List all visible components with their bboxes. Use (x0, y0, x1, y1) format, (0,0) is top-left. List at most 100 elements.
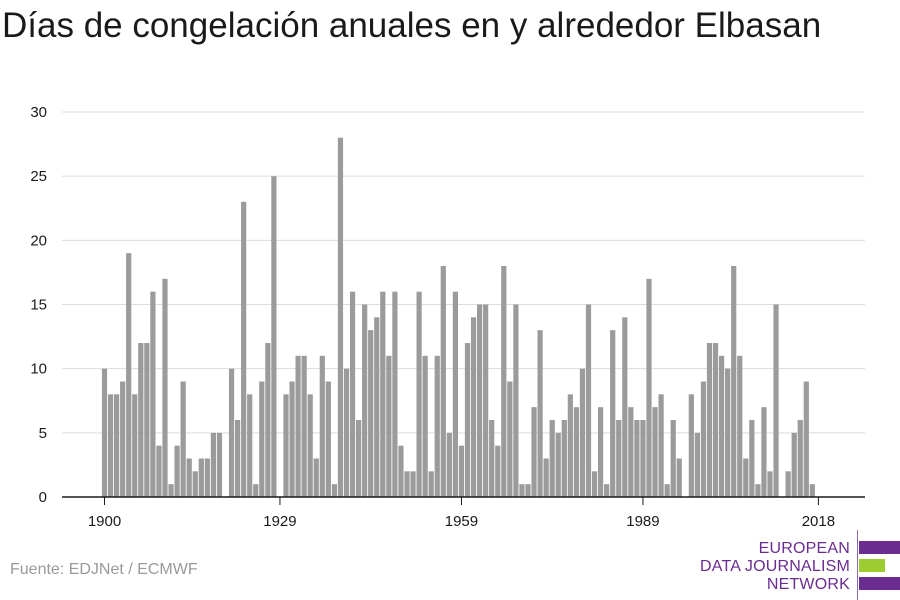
bar-2005 (737, 355, 743, 497)
bar-1944 (368, 330, 374, 497)
bar-1990 (646, 278, 652, 497)
bar-1953 (422, 355, 428, 497)
bar-1942 (356, 420, 362, 497)
bar-1936 (319, 355, 325, 497)
bar-1943 (362, 304, 368, 497)
bar-1908 (150, 291, 156, 497)
bars (101, 137, 815, 498)
bar-1910 (162, 278, 168, 497)
bar-1982 (598, 407, 604, 497)
x-tick-label-2018: 2018 (802, 513, 835, 530)
bar-2013 (785, 471, 791, 497)
bar-1946 (380, 291, 386, 497)
bar-1998 (694, 432, 700, 497)
bar-1969 (519, 484, 525, 497)
bar-1901 (107, 394, 114, 497)
bar-1988 (634, 420, 640, 497)
bar-1958 (452, 291, 458, 497)
bar-1986 (622, 317, 628, 497)
edjnet-logo[interactable]: EUROPEAN DATA JOURNALISM NETWORK (700, 530, 900, 600)
x-tick-label-1929: 1929 (263, 513, 296, 530)
bar-1939 (337, 137, 344, 498)
bar-1993 (664, 484, 670, 497)
bar-1912 (174, 445, 180, 497)
bar-1919 (216, 432, 223, 497)
bar-1923 (241, 201, 247, 497)
bar-1979 (579, 368, 586, 497)
bar-1949 (398, 445, 404, 497)
source-note: Fuente: EDJNet / ECMWF (10, 561, 198, 578)
bar-1968 (513, 304, 519, 497)
bar-1935 (313, 458, 319, 497)
bar-1964 (489, 420, 495, 497)
logo-divider (857, 530, 858, 600)
bar-1906 (138, 343, 144, 497)
x-tick-label-1959: 1959 (445, 513, 478, 530)
bar-1994 (670, 420, 676, 497)
bar-2011 (773, 304, 779, 497)
bar-1977 (567, 394, 573, 497)
bar-1932 (295, 355, 301, 497)
bar-1985 (616, 420, 622, 497)
bar-1934 (307, 394, 313, 497)
gridlines (62, 111, 865, 434)
bar-1972 (537, 330, 543, 497)
y-tick-label-5: 5 (39, 425, 47, 442)
bar-2003 (725, 368, 731, 497)
bar-1980 (585, 304, 592, 497)
y-tick-label-30: 30 (30, 104, 47, 121)
bar-2014 (791, 432, 797, 497)
bar-2010 (767, 471, 773, 497)
bar-1950 (404, 471, 410, 497)
logo-green-bar (859, 559, 885, 572)
bar-1913 (180, 381, 186, 497)
chart-title: Días de congelación anuales en y alreded… (2, 6, 822, 45)
bar-1951 (410, 471, 416, 497)
bar-1991 (652, 407, 658, 497)
bar-1957 (446, 432, 452, 497)
bar-1945 (374, 317, 380, 497)
bar-1937 (325, 381, 331, 497)
y-tick-label-0: 0 (39, 489, 47, 506)
bar-1967 (507, 381, 513, 497)
bar-1954 (428, 471, 434, 497)
y-tick-label-15: 15 (30, 297, 47, 314)
logo-text-european: EUROPEAN (758, 540, 850, 557)
bar-1914 (186, 458, 192, 497)
x-tick-label-1900: 1900 (88, 513, 121, 530)
bar-1995 (676, 458, 682, 497)
y-tick-label-10: 10 (30, 361, 47, 378)
bar-2001 (712, 343, 719, 497)
bar-2007 (749, 420, 755, 497)
bar-1955 (434, 355, 440, 497)
bar-1940 (343, 368, 350, 497)
bar-1924 (247, 394, 253, 497)
bar-2016 (803, 381, 809, 497)
bar-1971 (531, 407, 537, 497)
y-axis-tick-labels: 0 5 10 15 20 25 30 (30, 104, 47, 506)
bar-1961 (470, 317, 477, 497)
bar-2017 (809, 484, 815, 497)
logo-purple-bar-bottom (859, 577, 900, 590)
bar-1926 (259, 381, 265, 497)
bar-1978 (573, 407, 579, 497)
bar-1965 (495, 445, 501, 497)
bar-1933 (301, 355, 307, 497)
bar-1930 (283, 394, 289, 497)
bar-1962 (477, 304, 483, 497)
bar-1904 (126, 253, 132, 497)
bar-1999 (700, 381, 707, 497)
bar-1948 (392, 291, 398, 497)
bar-1938 (331, 484, 337, 497)
bar-2004 (731, 266, 737, 497)
bar-1925 (253, 484, 259, 497)
bar-2006 (743, 458, 749, 497)
bar-1928 (271, 176, 277, 498)
bar-1981 (591, 471, 598, 497)
bar-1952 (416, 291, 422, 497)
bar-1918 (210, 432, 216, 497)
bar-1997 (688, 394, 694, 497)
bar-1989 (640, 420, 646, 497)
bar-1911 (168, 484, 174, 497)
